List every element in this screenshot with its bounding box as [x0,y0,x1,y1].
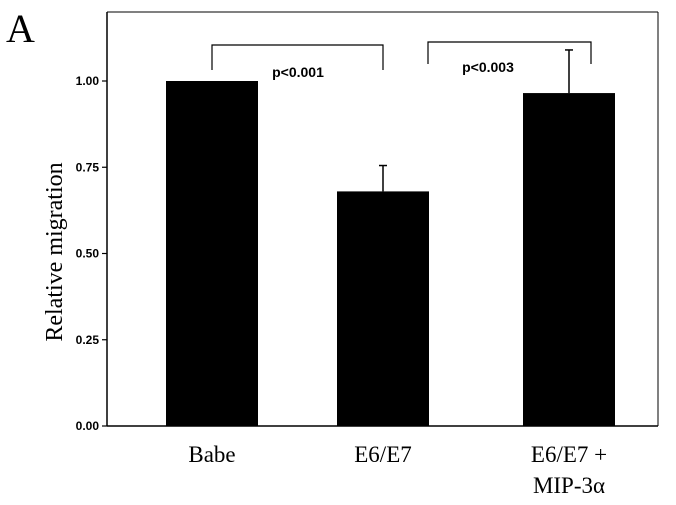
significance-bracket [427,41,592,64]
x-axis-labels: Babe E6/E7 E6/E7 + MIP-3α [188,442,607,498]
bar [337,191,429,426]
bars [166,81,615,426]
y-tick-label: 1.00 [76,74,100,88]
x-category-label: E6/E7 + [531,442,607,467]
x-category-label: E6/E7 [354,442,412,467]
y-axis-ticks: 0.00 0.25 0.50 0.75 1.00 [76,74,107,433]
y-tick-label: 0.75 [76,160,100,174]
error-bars [379,49,573,192]
y-tick-label: 0.25 [76,333,100,347]
bar [523,93,615,426]
significance-brackets: p<0.001 p<0.003 [211,41,592,80]
p-value-label: p<0.001 [272,64,324,80]
y-axis-label: Relative migration [42,162,68,341]
y-tick-label: 0.50 [76,247,100,261]
bar [166,81,258,426]
x-category-label: MIP-3α [533,473,605,498]
panel-letter: A [6,6,35,51]
y-tick-label: 0.00 [76,419,100,433]
x-category-label: Babe [188,442,235,467]
p-value-label: p<0.003 [462,59,514,75]
significance-bracket [211,44,384,70]
